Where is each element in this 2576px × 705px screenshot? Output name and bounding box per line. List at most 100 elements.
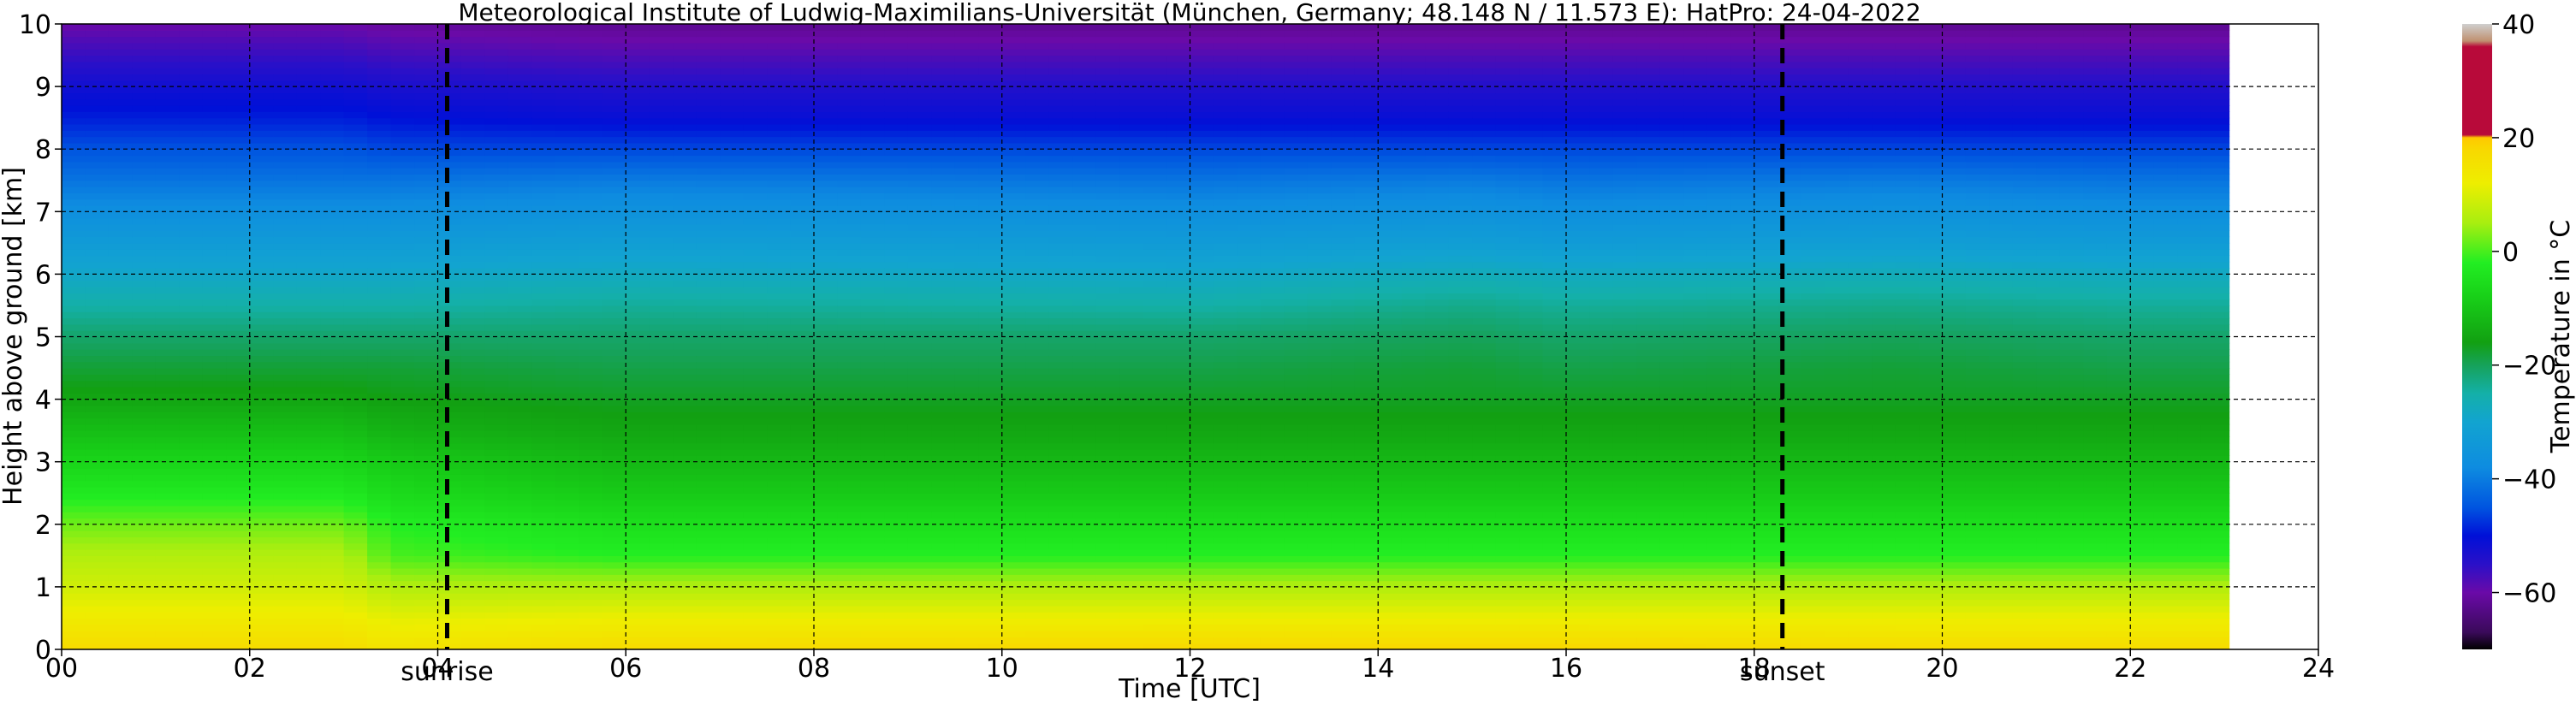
heatmap-cell	[202, 198, 227, 206]
heatmap-cell	[1119, 518, 1144, 525]
heatmap-cell	[343, 393, 368, 400]
heatmap-cell	[649, 555, 674, 563]
heatmap-cell	[860, 305, 886, 312]
heatmap-cell	[507, 637, 532, 644]
heatmap-cell	[602, 236, 626, 244]
heatmap-cell	[1025, 30, 1050, 38]
heatmap-cell	[226, 130, 251, 138]
heatmap-cell	[954, 249, 979, 257]
heatmap-cell	[320, 386, 345, 394]
heatmap-cell	[155, 499, 180, 507]
heatmap-cell	[437, 268, 462, 275]
heatmap-cell	[1001, 268, 1026, 275]
heatmap-cell	[954, 299, 979, 306]
heatmap-cell	[626, 530, 650, 538]
heatmap-cell	[1143, 405, 1167, 412]
heatmap-cell	[273, 505, 298, 512]
heatmap-cell	[320, 505, 345, 512]
heatmap-cell	[954, 217, 979, 225]
heatmap-cell	[767, 612, 792, 619]
heatmap-cell	[132, 493, 157, 501]
heatmap-cell	[673, 449, 697, 456]
heatmap-cell	[108, 217, 134, 225]
heatmap-cell	[179, 117, 204, 125]
heatmap-cell	[179, 542, 204, 550]
heatmap-cell	[673, 342, 697, 350]
heatmap-cell	[649, 249, 674, 257]
heatmap-cell	[460, 280, 486, 287]
heatmap-cell	[743, 518, 768, 525]
heatmap-cell	[155, 261, 180, 269]
heatmap-cell	[484, 499, 509, 507]
heatmap-cell	[62, 480, 86, 488]
heatmap-cell	[507, 405, 532, 412]
heatmap-cell	[202, 424, 227, 431]
heatmap-cell	[85, 149, 110, 157]
heatmap-cell	[907, 349, 932, 357]
heatmap-cell	[1119, 180, 1144, 187]
heatmap-cell	[249, 68, 274, 75]
heatmap-cell	[1001, 130, 1026, 138]
heatmap-cell	[1166, 242, 1191, 250]
heatmap-cell	[273, 643, 298, 649]
heatmap-cell	[626, 236, 650, 244]
heatmap-cell	[954, 280, 979, 287]
heatmap-cell	[626, 174, 650, 181]
heatmap-cell	[1048, 193, 1073, 200]
heatmap-cell	[696, 436, 721, 444]
heatmap-cell	[108, 618, 134, 625]
heatmap-cell	[790, 643, 815, 649]
heatmap-cell	[108, 449, 134, 456]
heatmap-cell	[602, 311, 626, 319]
heatmap-cell	[343, 187, 368, 193]
heatmap-cell	[1213, 399, 1238, 406]
heatmap-cell	[931, 499, 956, 507]
heatmap-cell	[954, 180, 979, 187]
heatmap-cell	[1119, 449, 1144, 456]
heatmap-cell	[202, 123, 227, 131]
heatmap-cell	[367, 374, 392, 382]
heatmap-cell	[743, 280, 768, 287]
heatmap-cell	[226, 180, 251, 187]
heatmap-cell	[226, 280, 251, 287]
heatmap-cell	[1025, 574, 1050, 582]
heatmap-cell	[602, 242, 626, 250]
heatmap-cell	[602, 493, 626, 501]
heatmap-cell	[884, 180, 909, 187]
heatmap-cell	[249, 493, 274, 501]
heatmap-cell	[460, 612, 486, 619]
heatmap-cell	[202, 561, 227, 569]
heatmap-cell	[296, 280, 321, 287]
heatmap-cell	[579, 536, 603, 544]
heatmap-cell	[579, 130, 603, 138]
heatmap-cell	[860, 549, 886, 556]
heatmap-cell	[108, 493, 134, 501]
heatmap-cell	[202, 574, 227, 582]
heatmap-cell	[602, 442, 626, 450]
heatmap-cell	[390, 174, 415, 181]
heatmap-cell	[978, 311, 1003, 319]
heatmap-cell	[531, 98, 556, 106]
heatmap-cell	[437, 74, 462, 81]
heatmap-cell	[414, 542, 439, 550]
heatmap-cell	[1213, 449, 1238, 456]
heatmap-cell	[202, 542, 227, 550]
heatmap-cell	[367, 486, 392, 494]
heatmap-cell	[226, 80, 251, 87]
heatmap-cell	[743, 236, 768, 244]
heatmap-cell	[1190, 130, 1214, 138]
heatmap-cell	[673, 574, 697, 582]
heatmap-cell	[273, 299, 298, 306]
heatmap-cell	[484, 105, 509, 112]
heatmap-cell	[626, 204, 650, 212]
heatmap-cell	[555, 280, 579, 287]
heatmap-cell	[860, 618, 886, 625]
heatmap-cell	[860, 330, 886, 338]
heatmap-cell	[1143, 368, 1167, 375]
heatmap-cell	[743, 455, 768, 463]
heatmap-cell	[155, 74, 180, 81]
heatmap-cell	[931, 480, 956, 488]
heatmap-cell	[343, 474, 368, 482]
heatmap-cell	[837, 336, 862, 344]
heatmap-cell	[1095, 336, 1120, 344]
